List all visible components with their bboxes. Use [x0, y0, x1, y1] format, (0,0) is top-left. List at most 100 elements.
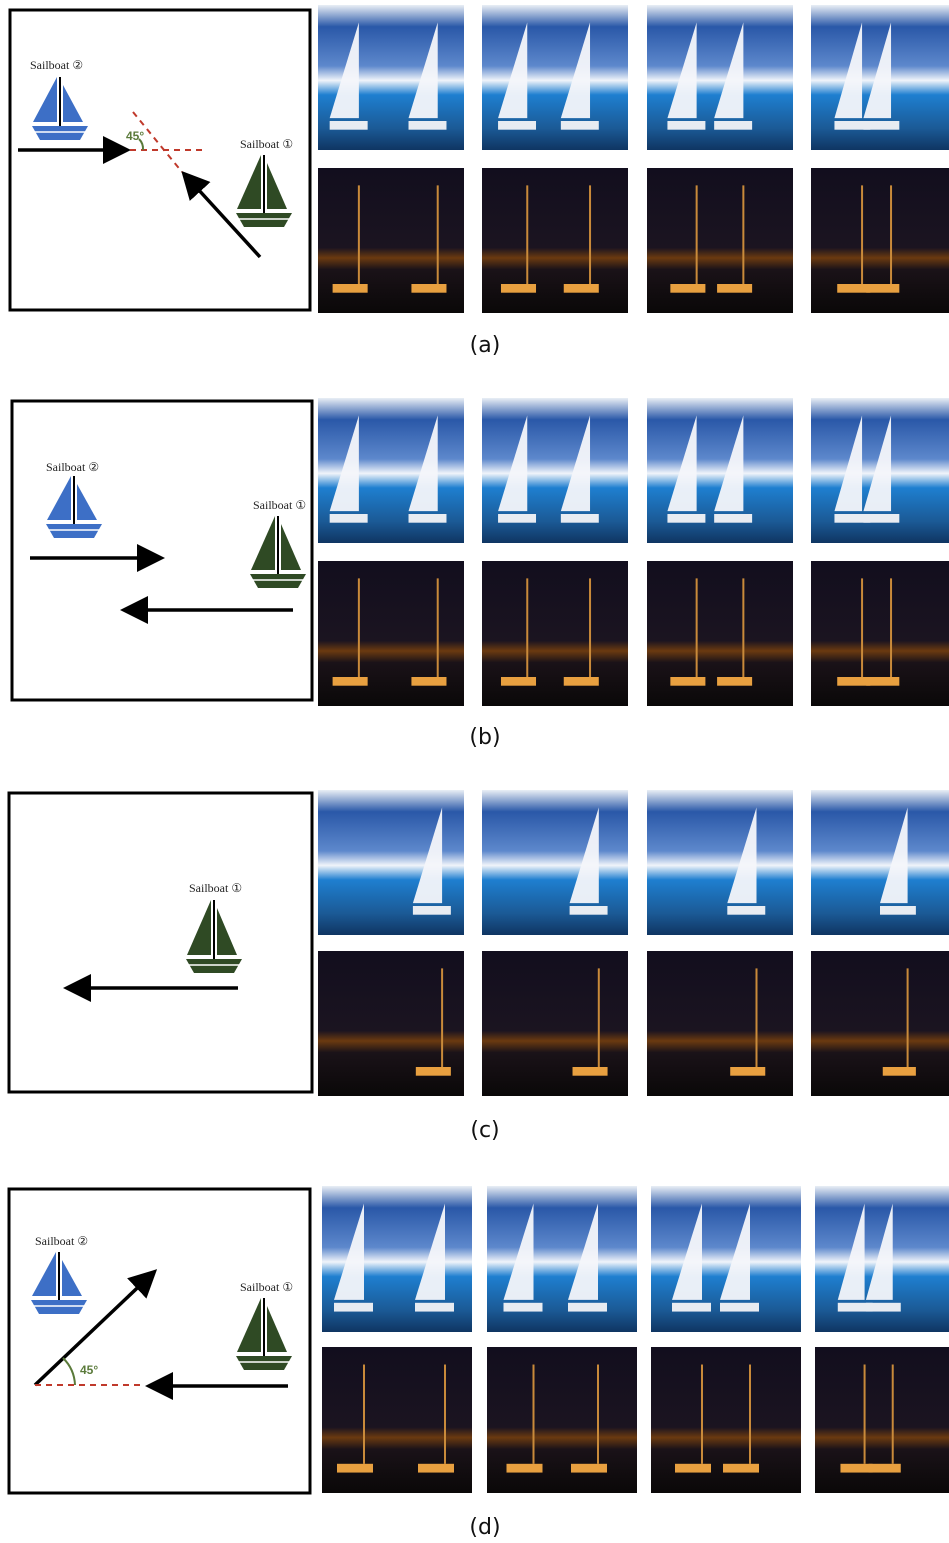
sail [237, 1298, 261, 1352]
photo-hull [573, 1067, 608, 1076]
photo-hull [409, 514, 447, 523]
sail [187, 900, 211, 955]
boat-icon [31, 1252, 87, 1314]
boat-icons [31, 77, 306, 1370]
photo-hull [730, 1067, 765, 1076]
sail [281, 524, 301, 570]
hull [236, 1356, 292, 1370]
photo-hull [863, 514, 899, 523]
hull [236, 213, 292, 227]
boat-label: Sailboat ① [189, 881, 242, 895]
hull [46, 524, 102, 538]
photo-hull [667, 121, 705, 130]
angle-label: 45° [80, 1363, 98, 1377]
photo-hull [411, 677, 446, 686]
photo-hull [561, 514, 599, 523]
photo-hull [866, 1303, 901, 1312]
sail [267, 1306, 287, 1352]
photo-hull [504, 1303, 543, 1312]
photo-hull [418, 1464, 454, 1473]
boat-label: Sailboat ② [46, 460, 99, 474]
photo-hull [330, 514, 368, 523]
sail [217, 908, 237, 955]
photo-hull [714, 514, 752, 523]
photo-hull [837, 677, 870, 686]
boat-icon [250, 516, 306, 588]
hull [32, 126, 88, 140]
photo-hull [333, 677, 368, 686]
photo-hull [720, 1303, 759, 1312]
photo-hull [866, 677, 899, 686]
boat-icon [236, 155, 292, 227]
hull [186, 959, 242, 973]
photo-hull [866, 284, 899, 293]
photo-hull [883, 1067, 916, 1076]
boat-label: Sailboat ① [240, 1280, 293, 1294]
photo-hull [667, 514, 705, 523]
photo [647, 951, 793, 1096]
boat-label: Sailboat ① [253, 498, 306, 512]
photo-hull [413, 906, 451, 915]
photo-hull [334, 1303, 373, 1312]
hull [250, 574, 306, 588]
photo-hull [498, 121, 536, 130]
arrows [18, 150, 293, 1386]
photo-hull [840, 1464, 872, 1473]
photo-hull [498, 514, 536, 523]
photo [647, 790, 793, 935]
photo-hull [869, 1464, 901, 1473]
boat-label: Sailboat ② [35, 1234, 88, 1248]
photo [811, 951, 949, 1096]
photo-hull [409, 121, 447, 130]
angle-guides [35, 112, 205, 1385]
sail [77, 484, 97, 520]
photo-hull [333, 284, 368, 293]
caption: (a) [470, 333, 501, 358]
photo-hull [717, 677, 752, 686]
sail [62, 1260, 82, 1296]
sail [47, 476, 71, 520]
photo-hull [415, 1303, 454, 1312]
photo-hull [714, 121, 752, 130]
boat-icon [186, 900, 242, 973]
caption: (c) [470, 1118, 499, 1143]
boat-icon [32, 77, 88, 140]
photo-hull [570, 906, 608, 915]
photo-hull [880, 906, 916, 915]
sail [33, 77, 57, 122]
caption: (d) [469, 1515, 500, 1540]
photo-hull [330, 121, 368, 130]
boat-icon [46, 476, 102, 538]
hull [31, 1300, 87, 1314]
boat-label: Sailboat ② [30, 58, 83, 72]
photo-hull [571, 1464, 607, 1473]
photo-hull [501, 677, 536, 686]
sail [267, 163, 287, 209]
photo-hull [337, 1464, 373, 1473]
photo-hull [670, 284, 705, 293]
photo-hull [675, 1464, 711, 1473]
sail [63, 85, 83, 122]
sail [32, 1252, 56, 1296]
photo-hull [568, 1303, 607, 1312]
photo-hull [670, 677, 705, 686]
angle-label: 45° [126, 129, 144, 143]
photo-hull [717, 284, 752, 293]
photo-hull [837, 284, 870, 293]
photo-hull [561, 121, 599, 130]
sail [237, 155, 261, 209]
photo-hull [727, 906, 765, 915]
photo-hull [564, 677, 599, 686]
photo-hull [863, 121, 899, 130]
photo-hull [564, 284, 599, 293]
photo-hull [723, 1464, 759, 1473]
figure: 45° 45° Sailboat ② Sailboat ① Sailboat ②… [0, 0, 949, 1543]
photo-hull [672, 1303, 711, 1312]
boat-label: Sailboat ① [240, 137, 293, 151]
photo-hull [501, 284, 536, 293]
photo-hull [411, 284, 446, 293]
photo-grid [318, 5, 949, 1493]
photo-hull [416, 1067, 451, 1076]
photo-hull [507, 1464, 543, 1473]
angle-arcs [63, 139, 143, 1385]
